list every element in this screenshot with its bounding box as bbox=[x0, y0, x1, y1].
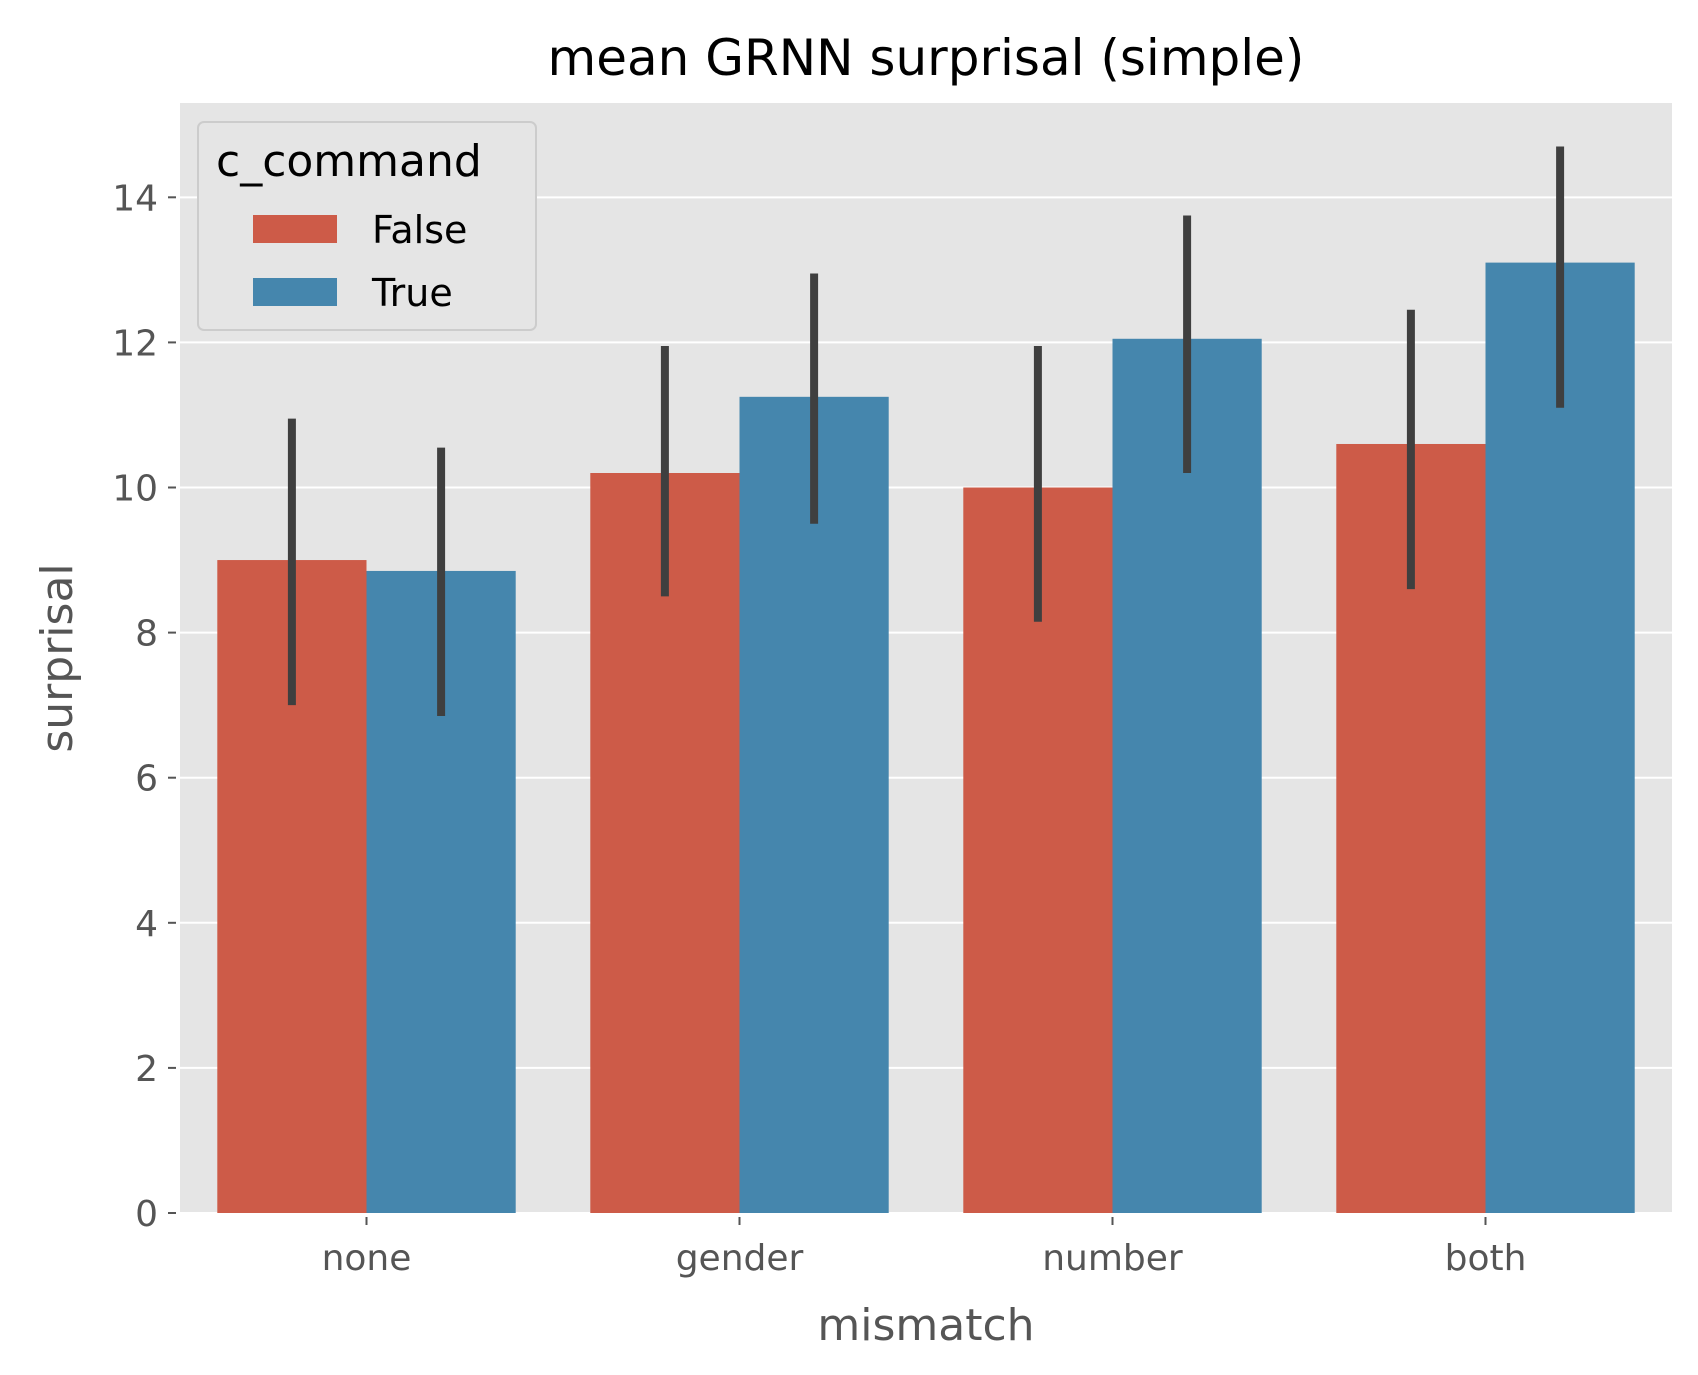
y-tick-label: 2 bbox=[135, 1049, 158, 1090]
bar-both-true bbox=[1485, 262, 1635, 1213]
legend: c_command False True bbox=[197, 121, 537, 331]
bar-number-true bbox=[1112, 338, 1262, 1213]
x-axis-label: mismatch bbox=[817, 1300, 1034, 1351]
y-tick-label: 0 bbox=[135, 1194, 158, 1235]
y-tick-label: 14 bbox=[112, 178, 158, 219]
legend-swatch-false bbox=[253, 215, 337, 243]
legend-label-true: True bbox=[371, 271, 453, 315]
legend-swatch-true bbox=[253, 278, 337, 306]
x-tick-label: both bbox=[1445, 1238, 1527, 1279]
y-tick-label: 8 bbox=[135, 614, 158, 655]
y-tick-label: 12 bbox=[112, 323, 158, 364]
y-axis: 0 2 4 6 8 10 12 14 bbox=[112, 178, 176, 1235]
y-axis-label: surprisal bbox=[32, 563, 83, 752]
x-tick-label: none bbox=[322, 1238, 412, 1279]
bars bbox=[217, 262, 1635, 1214]
y-tick-label: 6 bbox=[135, 759, 158, 800]
bar-gender-true bbox=[739, 396, 889, 1214]
x-tick-label: number bbox=[1042, 1238, 1183, 1279]
legend-title: c_command bbox=[216, 136, 482, 187]
y-tick-label: 4 bbox=[135, 904, 158, 945]
legend-label-false: False bbox=[372, 208, 467, 252]
y-tick-label: 10 bbox=[112, 469, 158, 510]
x-tick-label: gender bbox=[676, 1238, 804, 1279]
error-bars bbox=[287, 146, 1565, 717]
chart-title: mean GRNN surprisal (simple) bbox=[548, 29, 1305, 87]
x-axis: none gender number both bbox=[322, 1217, 1527, 1279]
